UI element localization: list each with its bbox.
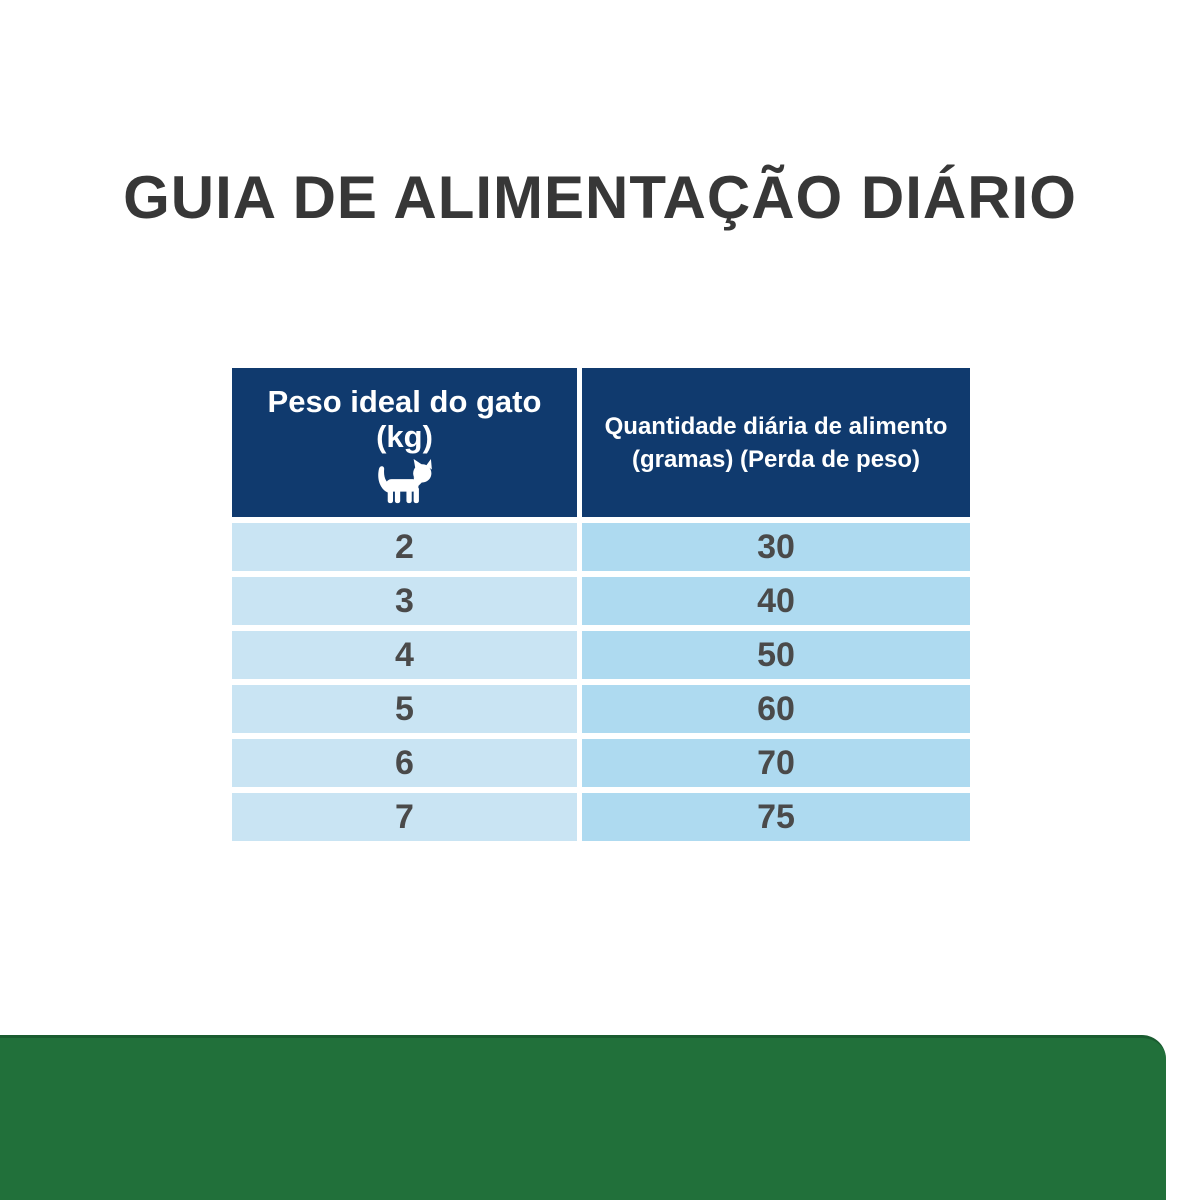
header-amount-label-line1: Quantidade diária de alimento [604, 412, 948, 440]
weight-value: 4 [232, 631, 577, 679]
page-title: GUIA DE ALIMENTAÇÃO DIÁRIO [123, 164, 1077, 231]
feeding-guide-table: Peso ideal do gato (kg) [232, 368, 970, 841]
table-header-row: Peso ideal do gato (kg) [232, 368, 970, 517]
weight-value: 6 [232, 739, 577, 787]
cat-icon [374, 458, 436, 506]
header-cell-amount: Quantidade diária de alimento (gramas) (… [582, 368, 970, 517]
weight-value: 3 [232, 577, 577, 625]
footer-green-band [0, 1035, 1166, 1200]
weight-value: 5 [232, 685, 577, 733]
amount-value: 60 [582, 685, 970, 733]
table-row: 6 70 [232, 739, 970, 787]
header-amount-label-line2: (gramas) (Perda de peso) [631, 445, 921, 473]
amount-value: 40 [582, 577, 970, 625]
weight-value: 7 [232, 793, 577, 841]
table-row: 5 60 [232, 685, 970, 733]
amount-value: 30 [582, 523, 970, 571]
table-row: 7 75 [232, 793, 970, 841]
header-weight-label: Peso ideal do gato [267, 383, 542, 419]
amount-value: 50 [582, 631, 970, 679]
header-cell-weight: Peso ideal do gato (kg) [232, 368, 577, 517]
table-row: 4 50 [232, 631, 970, 679]
amount-value: 75 [582, 793, 970, 841]
table-row: 2 30 [232, 523, 970, 571]
table-row: 3 40 [232, 577, 970, 625]
header-weight-unit: (kg) [376, 418, 433, 454]
weight-value: 2 [232, 523, 577, 571]
amount-value: 70 [582, 739, 970, 787]
